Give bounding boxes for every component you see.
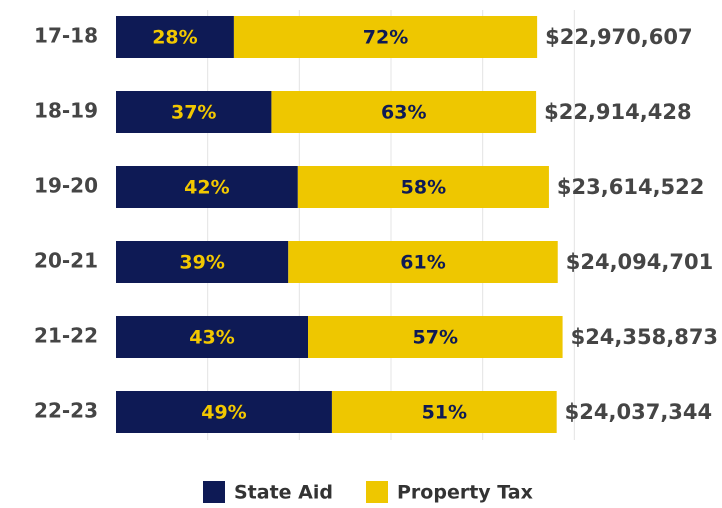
bar-segment [116, 391, 332, 433]
total-label: $24,358,873 [571, 325, 718, 349]
value-label: 43% [189, 327, 234, 349]
value-label: 63% [381, 102, 426, 124]
bar-segment [116, 16, 234, 58]
bar-segment [116, 166, 298, 208]
legend-swatch [366, 481, 388, 503]
value-label: 58% [401, 177, 446, 199]
category-label: 21-22 [34, 324, 98, 348]
value-label: 42% [184, 177, 229, 199]
total-label: $22,914,428 [544, 100, 691, 124]
value-label: 61% [400, 252, 445, 274]
bar-segment [116, 316, 309, 358]
bar-segment [271, 91, 537, 133]
total-label: $24,037,344 [565, 400, 712, 424]
bar-segment [308, 316, 563, 358]
value-label: 49% [201, 402, 246, 424]
category-label: 20-21 [34, 249, 98, 273]
bar-segment [288, 241, 558, 283]
category-label: 17-18 [34, 24, 98, 48]
legend-label: Property Tax [397, 482, 533, 504]
bar-segment [233, 16, 538, 58]
total-label: $24,094,701 [566, 250, 713, 274]
bar-segment [116, 91, 272, 133]
category-label: 22-23 [34, 399, 98, 423]
bar-segment [331, 391, 557, 433]
value-label: 57% [413, 327, 458, 349]
bar-segment [297, 166, 549, 208]
value-label: 72% [363, 27, 408, 49]
legend-label: State Aid [234, 482, 333, 504]
total-label: $23,614,522 [557, 175, 704, 199]
value-label: 28% [152, 27, 197, 49]
value-label: 39% [179, 252, 224, 274]
total-label: $22,970,607 [545, 25, 692, 49]
bar-segment [116, 241, 289, 283]
category-label: 19-20 [34, 174, 98, 198]
value-label: 37% [171, 102, 216, 124]
legend-swatch [203, 481, 225, 503]
value-label: 51% [422, 402, 467, 424]
category-label: 18-19 [34, 99, 98, 123]
